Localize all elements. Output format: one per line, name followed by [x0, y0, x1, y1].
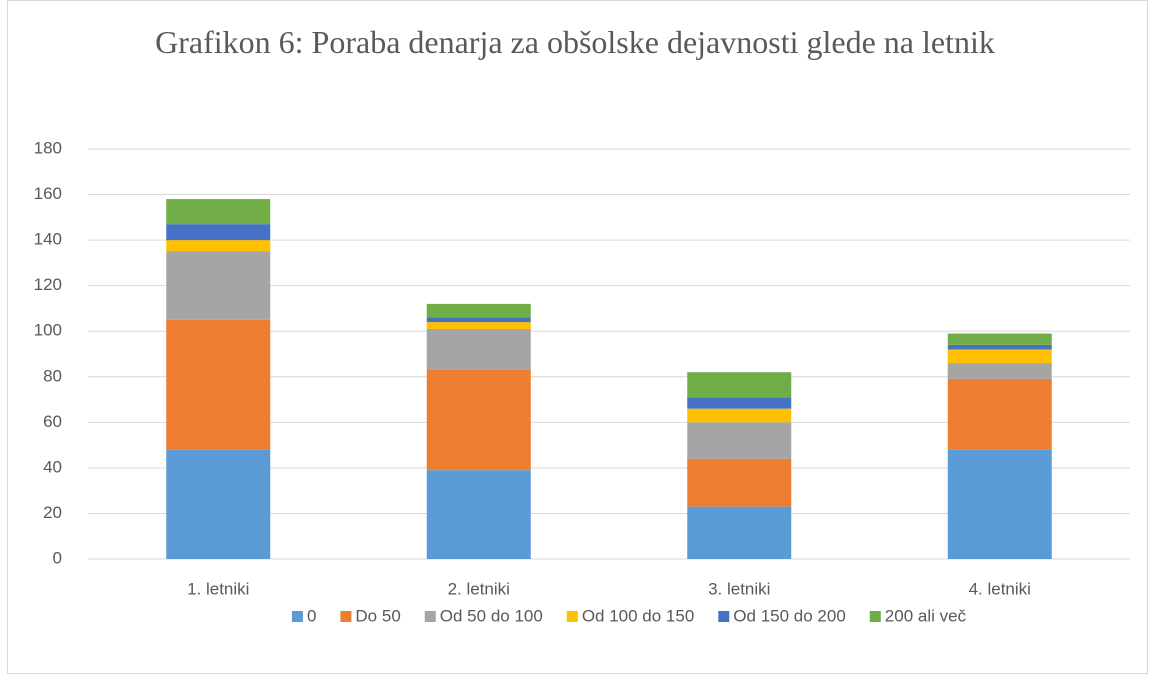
- legend-label: Do 50: [355, 606, 400, 625]
- y-tick-label: 160: [34, 184, 62, 203]
- bar-segment: [687, 397, 792, 409]
- bar-segment: [166, 449, 271, 559]
- legend-swatch: [718, 611, 730, 622]
- bar-segment: [947, 333, 1052, 345]
- legend-label: 200 ali več: [885, 606, 967, 625]
- bar-segment: [166, 319, 271, 450]
- x-tick-label: 1. letniki: [187, 579, 249, 598]
- legend-swatch: [340, 611, 352, 622]
- bar-segment: [166, 224, 271, 241]
- y-tick-label: 120: [34, 275, 62, 294]
- legend-label: Od 50 do 100: [440, 606, 543, 625]
- bar-segment: [687, 408, 792, 423]
- bar-segment: [426, 328, 531, 370]
- legend-swatch: [566, 611, 578, 622]
- legend-label: Od 150 do 200: [733, 606, 845, 625]
- bar-segment: [426, 369, 531, 471]
- bar-segment: [687, 422, 792, 459]
- bar-segment: [947, 363, 1052, 380]
- bar-segment: [426, 317, 531, 323]
- chart-border: [7, 0, 1148, 674]
- y-tick-label: 60: [43, 412, 62, 431]
- y-tick-label: 80: [43, 366, 62, 385]
- bar-segment: [947, 344, 1052, 350]
- y-tick-label: 100: [34, 321, 62, 340]
- bar-segment: [947, 449, 1052, 559]
- x-tick-label: 4. letniki: [969, 579, 1031, 598]
- bar-segment: [166, 251, 271, 320]
- y-tick-label: 180: [34, 138, 62, 157]
- bar-segment: [687, 506, 792, 559]
- bar-segment: [426, 322, 531, 329]
- bar-segment: [166, 240, 271, 252]
- bar-segment: [687, 372, 792, 398]
- chart-title: Grafikon 6: Poraba denarja za obšolske d…: [155, 24, 995, 60]
- legend-swatch: [869, 611, 881, 622]
- bar-segment: [166, 199, 271, 225]
- legend-swatch: [291, 611, 303, 622]
- legend-swatch: [424, 611, 436, 622]
- bar-segment: [426, 303, 531, 318]
- x-tick-label: 2. letniki: [448, 579, 510, 598]
- y-tick-label: 140: [34, 230, 62, 249]
- bar-segment: [947, 349, 1052, 364]
- bar-segment: [426, 470, 531, 559]
- x-tick-label: 3. letniki: [708, 579, 770, 598]
- y-tick-label: 40: [43, 457, 62, 476]
- legend-label: 0: [307, 606, 316, 625]
- bar-segment: [687, 458, 792, 507]
- bar-segment: [947, 379, 1052, 450]
- y-tick-label: 0: [53, 548, 62, 567]
- legend-label: Od 100 do 150: [582, 606, 694, 625]
- y-tick-label: 20: [43, 503, 62, 522]
